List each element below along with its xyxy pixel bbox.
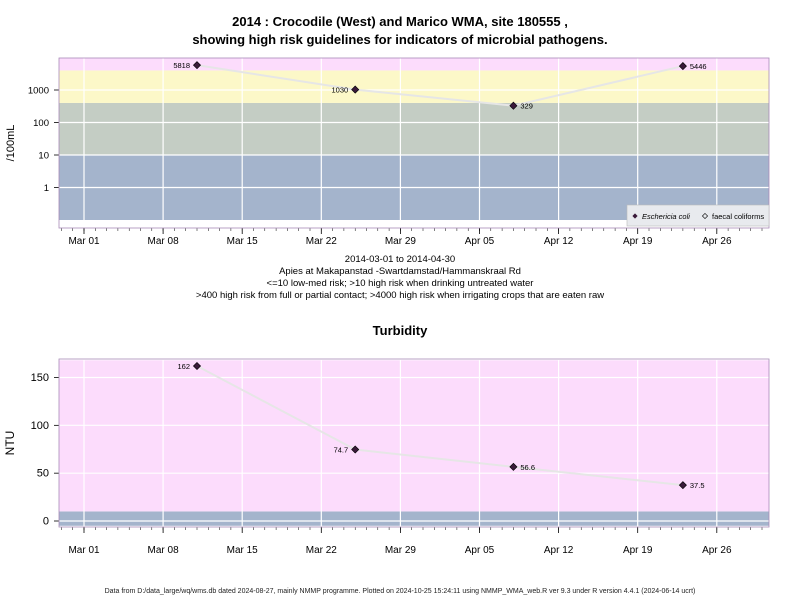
x-tick-label: Apr 05 — [465, 236, 495, 247]
x-tick-label: Apr 12 — [544, 236, 574, 247]
x-tick-label: Mar 29 — [385, 545, 417, 556]
y-tick-label: 1 — [44, 183, 49, 194]
chart-title-line2: showing high risk guidelines for indicat… — [192, 32, 608, 47]
data-point — [351, 445, 360, 454]
x-tick-label: Apr 12 — [544, 545, 574, 556]
legend-marker-open — [701, 212, 709, 220]
x-tick-label: Mar 08 — [148, 545, 180, 556]
y-tick-label: 150 — [31, 372, 49, 384]
data-point — [192, 61, 202, 70]
x-tick-label: Apr 26 — [702, 545, 732, 556]
x-tick-label: Mar 22 — [306, 545, 338, 556]
guideline-band-0-2 — [59, 70, 769, 103]
legend-label-faecal: faecal coliforms — [712, 212, 764, 221]
y-tick-label: 10 — [38, 151, 49, 162]
legend-box — [626, 204, 770, 227]
data-point — [509, 101, 518, 110]
x-tick-label: Apr 26 — [702, 236, 732, 247]
data-label: 74.7 — [334, 446, 349, 455]
x-tick-label: Mar 29 — [385, 236, 417, 247]
x-tick-label: Mar 15 — [227, 236, 259, 247]
data-point — [351, 85, 360, 94]
legend-marker-filled — [632, 213, 638, 219]
x-tick-label: Apr 05 — [465, 545, 495, 556]
y-tick-label: 100 — [31, 420, 49, 432]
x-tick-label: Mar 01 — [68, 236, 100, 247]
site-name: Apies at Makapanstad -Swartdamstad/Hamma… — [279, 266, 521, 277]
data-label: 5446 — [690, 62, 707, 71]
x-tick-label: Apr 19 — [623, 545, 653, 556]
y-tick-label: 50 — [37, 468, 49, 480]
series-line — [196, 365, 684, 487]
legend-label-ecoli: Eschericia coli — [642, 212, 690, 221]
y-tick-label: 1000 — [28, 86, 49, 97]
data-label: 162 — [177, 362, 190, 371]
risk-note-2: >400 high risk from full or partial cont… — [195, 290, 605, 301]
data-point — [509, 462, 518, 471]
data-point — [192, 361, 202, 371]
data-label: 5818 — [173, 61, 190, 70]
data-label: 56.6 — [520, 463, 535, 472]
data-label: 329 — [520, 102, 533, 111]
y-tick-label: 0 — [43, 516, 49, 528]
guideline-band-0-1 — [59, 102, 769, 155]
x-tick-label: Mar 01 — [68, 545, 100, 556]
footer-note: Data from D:/data_large/wq/wms.db dated … — [104, 588, 696, 595]
data-point — [678, 481, 687, 490]
x-tick-label: Apr 19 — [623, 236, 653, 247]
data-label: 37.5 — [690, 481, 705, 490]
data-label: 1030 — [332, 86, 349, 95]
guideline-band-1-1 — [59, 360, 769, 512]
guideline-band-1-0 — [59, 511, 769, 526]
guideline-band-0-3 — [59, 58, 769, 71]
risk-note-1: <=10 low-med risk; >10 high risk when dr… — [266, 278, 534, 289]
y-axis-label: /100mL — [5, 125, 17, 162]
x-tick-label: Mar 08 — [148, 236, 180, 247]
date-range: 2014-03-01 to 2014-04-30 — [344, 254, 456, 265]
series-line — [196, 64, 684, 107]
chart-title-line1: 2014 : Crocodile (West) and Marico WMA, … — [232, 14, 568, 29]
plot-frame — [58, 358, 770, 528]
y-axis-label: NTU — [3, 431, 17, 456]
x-tick-label: Mar 15 — [227, 545, 259, 556]
plot-frame — [58, 57, 770, 229]
turbidity-title: Turbidity — [372, 323, 428, 338]
data-point — [678, 62, 687, 71]
y-tick-label: 100 — [33, 118, 49, 129]
x-tick-label: Mar 22 — [306, 236, 338, 247]
